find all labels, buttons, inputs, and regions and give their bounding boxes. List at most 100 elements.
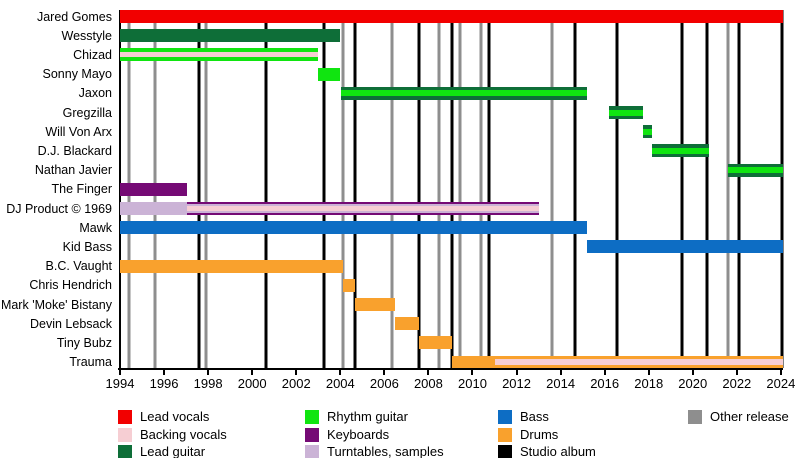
legend-label: Lead vocals [140,409,210,424]
legend-swatch-backing_vocals [118,427,132,442]
x-axis-tick-label: 2008 [413,376,443,391]
other-release-line [437,10,441,368]
member-label: DJ Product © 1969 [6,201,112,216]
x-axis-tick-label: 2014 [546,376,576,391]
other-release-line [341,10,344,368]
other-release-line [550,10,554,368]
studio-album-line [680,10,684,368]
x-axis-tick [515,370,518,375]
member-label: Will Von Arx [45,124,112,139]
x-axis-tick-label: 2020 [678,376,708,391]
legend-label: Studio album [520,444,596,458]
member-label: The Finger [51,182,112,197]
x-axis-tick [779,370,782,375]
studio-album-line [615,10,619,368]
x-axis-tick-label: 1996 [149,376,179,391]
legend-swatch-keyboards [305,427,319,442]
x-axis-tick [339,370,342,375]
studio-album-line [780,10,784,368]
member-bar-stripe-rhythm_guitar [609,109,644,116]
other-release-line [458,10,462,368]
member-bar-rhythm_guitar [318,67,341,81]
x-axis-tick-label: 2006 [369,376,399,391]
member-bar-stripe-backing_vocals [494,359,784,366]
member-label: Jared Gomes [36,9,112,24]
legend-label: Other release [710,409,789,424]
x-axis-tick [735,370,738,375]
x-axis-tick [163,370,166,375]
legend-swatch-other_release [688,410,702,424]
legend-label: Bass [520,409,549,424]
x-axis-tick-label: 1994 [105,376,135,391]
x-axis-tick [251,370,254,375]
legend-swatch-studio_album [498,445,512,458]
x-axis-tick-label: 2012 [502,376,531,391]
member-bar-drums [120,259,343,273]
studio-album-line [353,10,357,368]
x-axis-line [118,368,783,370]
x-axis-tick [119,370,121,375]
member-label: Tiny Bubz [56,335,112,350]
x-axis-tick [559,370,562,375]
studio-album-line [573,10,577,368]
member-bar-stripe-rhythm_guitar [643,128,652,135]
member-bar-stripe-backing_vocals [187,206,539,211]
x-axis-tick [295,370,298,375]
other-release-line [479,10,483,368]
x-axis-tick [207,370,210,375]
member-label: Gregzilla [62,105,112,120]
x-axis-tick-label: 2000 [237,376,267,391]
x-axis-tick [383,370,386,375]
member-bar-drums [342,278,355,292]
legend-label: Backing vocals [140,426,227,442]
member-label: Trauma [69,355,112,370]
legend-swatch-turntables [305,445,319,458]
member-bar-drums [395,317,419,331]
x-axis-tick-label: 2018 [634,376,664,391]
x-axis-tick-label: 2024 [766,376,796,391]
x-axis-tick [427,370,430,375]
legend-label: Rhythm guitar [327,409,408,424]
member-bar-bass [587,240,784,254]
x-axis-tick-label: 2016 [590,376,620,391]
legend-label: Drums [520,426,559,442]
member-label: Devin Lebsack [30,316,112,331]
member-label: B.C. Vaught [45,259,112,274]
legend-swatch-rhythm_guitar [305,410,319,424]
other-release-line [726,10,730,368]
x-axis-tick [691,370,694,375]
x-axis-tick [471,370,474,375]
member-bar-lead_vocals [120,10,784,23]
member-bar-keyboards [120,182,188,196]
studio-album-line [417,10,420,368]
member-label: Kid Bass [62,239,112,254]
member-bar-lead_guitar [120,29,341,43]
other-release-line [204,10,208,368]
studio-album-line [264,10,268,368]
legend-swatch-bass [498,410,512,424]
member-bar-stripe-rhythm_guitar [728,167,784,174]
legend-swatch-drums [498,427,512,442]
studio-album-line [705,10,709,368]
studio-album-line [487,10,491,368]
member-label: Mawk [79,220,112,235]
legend-label: Turntables, samples [327,444,444,458]
member-bar-stripe-backing_vocals [120,52,319,58]
member-label: Mark 'Moke' Bistany [0,297,112,312]
member-bar-drums [354,298,396,311]
member-label: Chris Hendrich [29,278,112,293]
studio-album-line [322,10,326,368]
studio-album-line [737,10,741,368]
studio-album-line [197,10,201,368]
member-bar-stripe-rhythm_guitar [341,90,588,97]
studio-album-line [450,10,454,368]
member-bar-bass [120,221,588,235]
x-axis-tick [603,370,606,375]
x-axis-tick-label: 1998 [193,376,223,391]
member-label: Wesstyle [61,28,112,43]
member-bar-drums [418,336,452,350]
member-label: Nathan Javier [34,163,112,178]
x-axis-tick-label: 2004 [325,376,355,391]
legend-swatch-lead_guitar [118,445,132,458]
